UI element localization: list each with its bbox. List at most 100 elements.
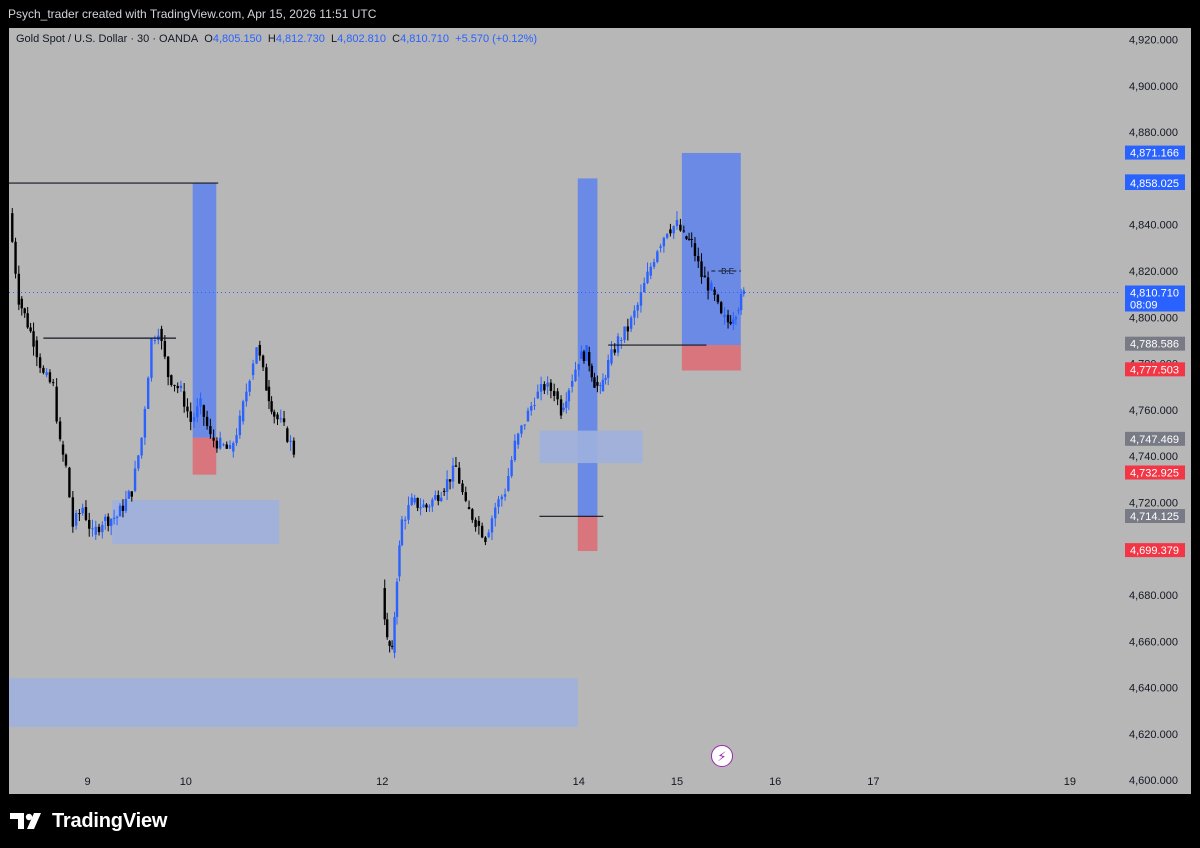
candle-body — [629, 317, 633, 329]
candle-body — [68, 467, 71, 498]
zone-box — [192, 183, 217, 438]
open-label: O — [204, 33, 213, 45]
candle-body — [212, 437, 215, 441]
price-tag — [1125, 431, 1185, 446]
candle-body — [556, 391, 559, 400]
candle-body — [713, 289, 716, 295]
candle-body — [222, 444, 225, 446]
candle-body — [84, 507, 88, 520]
candle-body — [42, 367, 45, 373]
candle-body — [494, 507, 497, 519]
candle-body — [143, 408, 147, 438]
candle-body — [413, 497, 416, 503]
candle-body — [282, 418, 286, 423]
candle-body — [590, 365, 594, 378]
candle-body — [710, 282, 713, 291]
candle-body — [232, 443, 235, 452]
price-tag — [1125, 336, 1185, 351]
candle-body — [703, 275, 706, 278]
candle-body — [599, 385, 602, 387]
candle-body — [74, 513, 78, 526]
candle-body — [383, 588, 386, 620]
y-tick-label: 4,900.000 — [1129, 81, 1178, 93]
candle-body — [118, 505, 122, 517]
candle-body — [14, 241, 17, 274]
candle-body — [286, 428, 289, 442]
last-price-tag — [1125, 285, 1185, 312]
candle-body — [215, 440, 219, 449]
candle-body — [582, 351, 586, 361]
tradingview-logo[interactable]: TradingView — [10, 810, 167, 832]
candle-body — [289, 440, 292, 442]
price-tag-label: 4,714.125 — [1130, 511, 1179, 523]
candle-body — [487, 532, 490, 538]
candle-body — [238, 415, 242, 436]
candle-body — [570, 381, 574, 387]
candle-body — [38, 357, 42, 368]
x-tick-label: 10 — [180, 776, 192, 788]
candle-body — [577, 364, 580, 370]
candle-body — [510, 460, 513, 476]
chart-frame[interactable]: B.E 4,920.000 4,900.000 4,880.000 4,840.000 4… — [9, 28, 1191, 794]
candle-body — [448, 479, 452, 482]
candle-body — [732, 319, 735, 324]
candle-body — [682, 230, 686, 232]
candle-body — [543, 384, 546, 391]
close-label: C — [392, 33, 401, 45]
candle-body — [643, 283, 646, 293]
candle-body — [652, 261, 656, 267]
price-tag — [1125, 362, 1185, 377]
candle-body — [687, 238, 691, 240]
candle-body — [610, 349, 613, 364]
candle-body — [55, 386, 58, 422]
candle-body — [580, 351, 583, 359]
candle-body — [192, 417, 196, 422]
candle-body — [526, 410, 530, 422]
candle-body — [549, 382, 553, 391]
candle-body — [500, 496, 503, 500]
x-tick-label: 16 — [769, 776, 781, 788]
candle-body — [173, 384, 176, 386]
y-tick-label: 4,740.000 — [1129, 451, 1178, 463]
candle-body — [166, 356, 170, 378]
candle-body — [662, 237, 666, 247]
candle-body — [35, 340, 39, 358]
y-tick-label: 4,640.000 — [1129, 683, 1178, 695]
candle-body — [503, 494, 507, 497]
price-tag — [1125, 509, 1185, 524]
candle-body — [170, 375, 173, 385]
lightning-bolt-icon[interactable]: ⚡ — [711, 745, 733, 767]
zone-box — [112, 500, 280, 545]
y-tick-label: 4,760.000 — [1129, 405, 1178, 417]
candle-body — [29, 327, 32, 332]
candle-body — [613, 349, 616, 353]
candle-body — [45, 372, 48, 376]
candle-body — [669, 229, 672, 234]
zone-box — [577, 516, 598, 552]
candle-body — [477, 520, 481, 526]
candle-body — [565, 401, 568, 408]
price-chart[interactable]: B.E 4,920.000 4,900.000 4,880.000 4,840.000 4… — [9, 28, 1191, 794]
candle-body — [416, 497, 419, 508]
candle-body — [693, 243, 697, 257]
low-value: 4,802.810 — [337, 33, 386, 45]
candle-body — [218, 437, 222, 449]
candle-body — [490, 518, 494, 533]
candle-body — [52, 382, 55, 384]
candle-body — [235, 435, 238, 444]
candle-body — [422, 504, 425, 508]
candle-body — [81, 507, 84, 514]
candle-body — [153, 340, 157, 342]
candle-body — [530, 406, 533, 411]
candle-body — [471, 509, 474, 520]
candle-body — [626, 326, 630, 332]
candle-body — [182, 391, 186, 407]
candle-body — [163, 340, 167, 357]
candle-body — [585, 345, 588, 361]
x-tick-label: 12 — [376, 776, 388, 788]
candle-body — [428, 506, 431, 508]
candle-body — [593, 377, 596, 388]
x-tick-label: 19 — [1064, 776, 1076, 788]
candle-body — [225, 444, 228, 449]
candle-body — [61, 444, 65, 455]
